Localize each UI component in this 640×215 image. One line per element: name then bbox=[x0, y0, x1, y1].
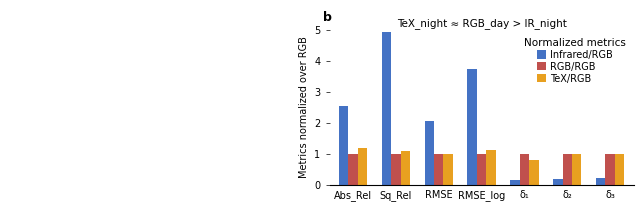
Bar bbox=[401, 151, 410, 185]
Bar bbox=[572, 154, 581, 185]
Y-axis label: Metrics normalized over RGB: Metrics normalized over RGB bbox=[299, 37, 308, 178]
Bar bbox=[467, 69, 477, 185]
Bar bbox=[391, 154, 401, 185]
Bar bbox=[510, 180, 520, 185]
Bar bbox=[563, 154, 572, 185]
Title: TeX_night ≈ RGB_day > IR_night: TeX_night ≈ RGB_day > IR_night bbox=[397, 18, 566, 29]
Bar bbox=[615, 154, 624, 185]
Bar bbox=[529, 160, 538, 185]
Text: b: b bbox=[323, 11, 332, 24]
Bar bbox=[596, 178, 605, 185]
Bar bbox=[425, 120, 434, 185]
Bar bbox=[434, 154, 444, 185]
Bar bbox=[444, 154, 453, 185]
Bar bbox=[382, 32, 391, 185]
Legend: Infrared/RGB, RGB/RGB, TeX/RGB: Infrared/RGB, RGB/RGB, TeX/RGB bbox=[521, 35, 628, 87]
Bar bbox=[520, 154, 529, 185]
Bar bbox=[358, 148, 367, 185]
Bar bbox=[486, 150, 496, 185]
Bar bbox=[605, 154, 615, 185]
Bar bbox=[477, 154, 486, 185]
Bar bbox=[339, 106, 348, 185]
Bar bbox=[348, 154, 358, 185]
Bar bbox=[553, 179, 563, 185]
